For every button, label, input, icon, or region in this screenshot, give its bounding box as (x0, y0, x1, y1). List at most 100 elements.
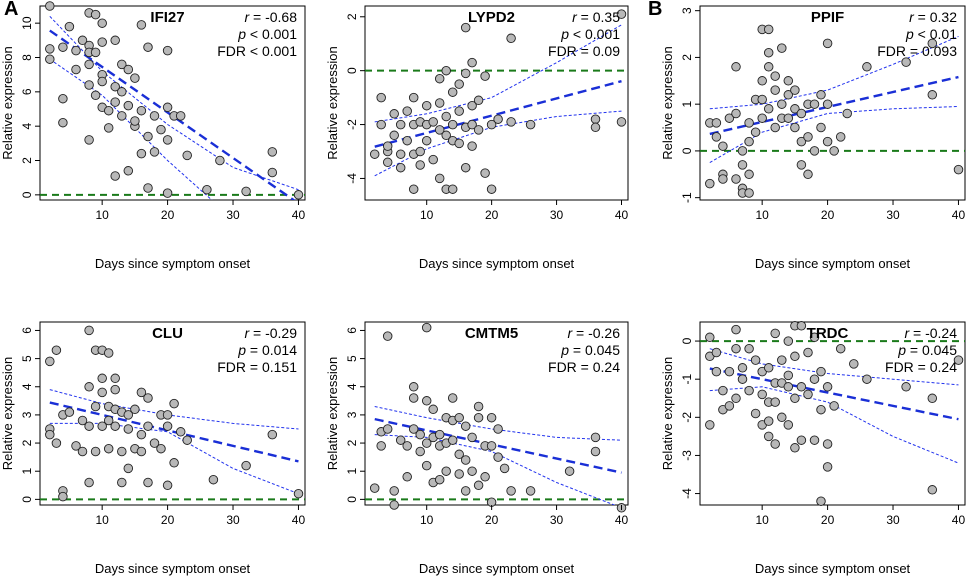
data-point (162, 421, 173, 431)
data-point (71, 45, 81, 56)
stat-r: r = 0.35 (572, 9, 620, 25)
y-tick-label: 0 (680, 337, 694, 344)
data-point (402, 106, 412, 116)
data-point (110, 421, 120, 431)
data-point (718, 385, 728, 396)
data-point (770, 85, 780, 95)
data-point (809, 146, 820, 156)
data-point (162, 45, 173, 56)
data-point (58, 491, 68, 502)
data-point (202, 184, 212, 195)
data-point (123, 64, 134, 75)
data-point (744, 188, 754, 198)
data-point (376, 92, 386, 103)
data-point (590, 122, 601, 133)
data-point (402, 472, 412, 482)
data-point (143, 42, 153, 52)
data-point (790, 351, 800, 362)
x-tick-label: 40 (615, 513, 629, 527)
data-point (757, 113, 767, 123)
data-point (770, 328, 780, 339)
data-point (162, 135, 173, 145)
data-point (777, 412, 787, 423)
data-point (803, 389, 813, 400)
data-point (460, 162, 471, 173)
stat-fdr: FDR < 0.001 (217, 43, 297, 59)
data-point (763, 62, 774, 72)
data-point (45, 54, 55, 64)
data-point (45, 429, 55, 440)
data-point (467, 57, 477, 68)
data-point (783, 76, 794, 86)
data-point (953, 355, 964, 365)
data-point (737, 374, 748, 384)
data-point (45, 356, 55, 367)
data-point (862, 62, 872, 72)
data-point (84, 382, 94, 392)
panel-letter-a: A (4, 0, 19, 20)
data-point (382, 331, 393, 341)
data-point (143, 183, 153, 193)
data-point (169, 458, 179, 468)
data-point (389, 109, 399, 119)
data-point (421, 322, 432, 333)
data-point (267, 147, 278, 157)
y-tick-label: 6 (20, 327, 34, 334)
data-point (103, 415, 114, 426)
x-tick-label: 30 (886, 513, 900, 527)
data-point (757, 76, 767, 86)
y-tick-label: 3 (345, 411, 359, 418)
data-point (493, 114, 503, 124)
scatter-panel-lypd2: 10 20 30 40 -4 -2 0 2 Days since symptom onset Re… (325, 5, 629, 271)
data-point (731, 108, 741, 119)
data-point (763, 416, 774, 426)
panel-letter-b: B (648, 0, 663, 20)
data-point (110, 35, 120, 46)
data-point (408, 92, 419, 103)
data-point (402, 441, 412, 451)
data-point (389, 130, 399, 141)
data-point (241, 460, 251, 471)
stat-p: p = 0.045 (560, 342, 620, 358)
data-point (473, 480, 484, 491)
data-point (590, 446, 601, 457)
data-point (428, 404, 438, 415)
y-tick-label: 5 (20, 355, 34, 362)
data-point (803, 169, 813, 180)
stat-fdr: FDR = 0.151 (217, 359, 297, 375)
data-point (97, 421, 107, 431)
data-point (382, 157, 393, 168)
ci-upper-line (709, 35, 959, 110)
data-point (454, 138, 464, 149)
plot-area (700, 340, 965, 464)
data-point (711, 366, 722, 377)
data-point (136, 429, 147, 440)
stat-p: p = 0.045 (897, 342, 957, 358)
plot-frame (364, 321, 629, 506)
data-point (97, 18, 107, 28)
data-point (590, 114, 601, 124)
data-point (130, 116, 140, 126)
data-point (45, 1, 55, 11)
data-point (790, 122, 800, 133)
data-point (143, 131, 153, 142)
data-point (408, 184, 419, 194)
data-point (454, 449, 464, 460)
plot-frame (699, 5, 966, 201)
data-point (103, 105, 114, 116)
x-tick-label: 10 (755, 208, 769, 222)
chart-title: CLU (152, 325, 183, 342)
data-point (90, 446, 101, 457)
data-point (750, 127, 761, 137)
data-point (616, 117, 627, 127)
y-axis-label: Relative expression (0, 357, 15, 470)
data-point (123, 410, 134, 420)
regression-line (49, 29, 296, 200)
data-point (58, 42, 68, 52)
data-point (395, 119, 406, 130)
data-point (421, 396, 432, 406)
data-point (796, 435, 807, 445)
data-point (434, 125, 445, 135)
data-point (737, 146, 748, 156)
